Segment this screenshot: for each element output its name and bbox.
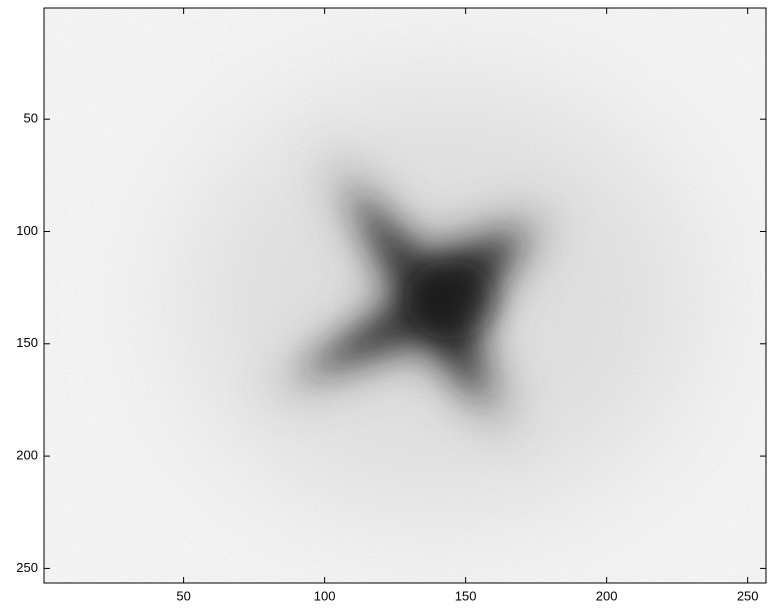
x-tick-label: 250 [737,588,759,603]
x-tick-label: 100 [314,588,336,603]
y-tick-label: 50 [24,111,38,126]
y-tick-label: 200 [16,448,38,463]
x-tick-label: 150 [455,588,477,603]
y-tick-label: 150 [16,335,38,350]
x-tick-label: 200 [596,588,618,603]
image [44,8,766,583]
y-tick-label: 250 [16,560,38,575]
y-tick-label: 100 [16,223,38,238]
x-tick-label: 50 [176,588,190,603]
axes-box [43,7,767,584]
